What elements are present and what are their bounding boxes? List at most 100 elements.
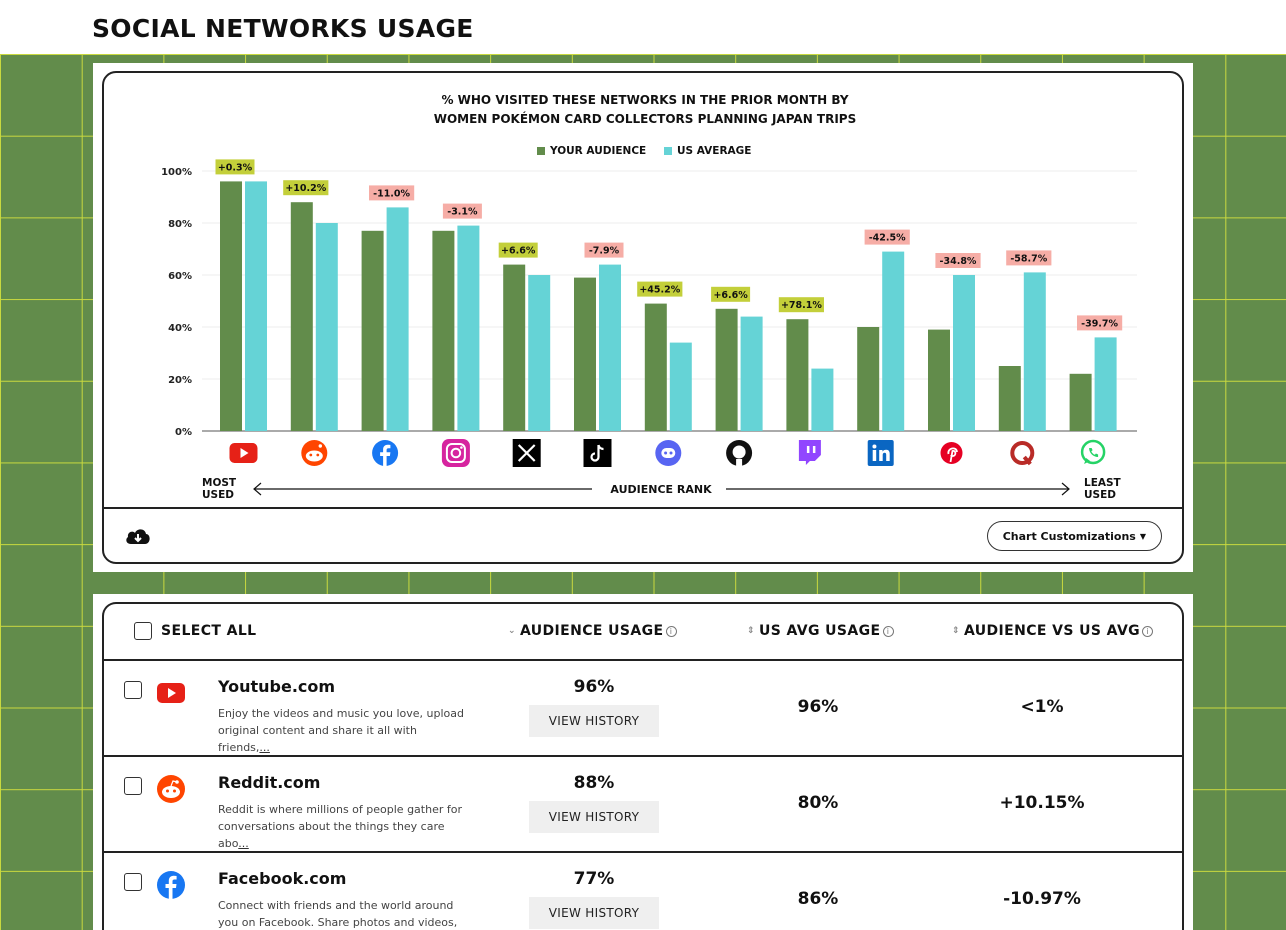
table-row: Reddit.com Reddit is where millions of p…	[104, 757, 1182, 853]
diff-badge	[1006, 250, 1052, 266]
sort-icon: ⇕	[952, 626, 960, 636]
view-history-button[interactable]: VIEW HISTORY	[529, 897, 659, 929]
us-avg-usage-value: 80%	[797, 793, 839, 813]
site-name[interactable]: Youtube.com	[218, 677, 336, 696]
bar-us-average	[245, 181, 267, 431]
tiktok-icon	[583, 439, 612, 467]
diff-badge	[283, 180, 329, 196]
sort-desc-icon: ⌄	[508, 626, 516, 636]
table-header: SELECT ALL ⌄ AUDIENCE USAGE i ⇕ US AVG U…	[104, 604, 1182, 661]
chart-customizations-label: Chart Customizations	[1002, 529, 1136, 543]
bar-us-average	[1094, 337, 1117, 431]
bar-audience	[361, 230, 384, 431]
legend-swatch-audience	[537, 147, 545, 155]
y-tick-label: 40%	[168, 323, 192, 334]
diff-badge	[778, 297, 824, 313]
instagram-icon	[441, 439, 470, 467]
read-more-link[interactable]: ...	[238, 837, 249, 850]
info-icon[interactable]: i	[665, 625, 677, 637]
y-tick-label: 60%	[168, 271, 192, 282]
chart-title-line2: WOMEN POKÉMON CARD COLLECTORS PLANNING J…	[434, 111, 857, 126]
bar-audience	[290, 202, 313, 431]
bar-us-average	[740, 316, 763, 431]
y-tick-label: 0%	[175, 427, 192, 438]
diff-badge	[369, 185, 415, 201]
description-text: Enjoy the videos and music you love, upl…	[218, 707, 464, 754]
bar-us-average	[953, 275, 975, 431]
diff-badge-label: +10.2%	[285, 183, 326, 194]
col-audience-vs-us-label: AUDIENCE VS US AVG	[963, 623, 1141, 639]
bar-audience	[857, 327, 880, 431]
discord-icon	[655, 440, 682, 466]
col-us-avg-usage[interactable]: ⇕ US AVG USAGE i	[747, 623, 894, 639]
cloud-download-icon[interactable]	[124, 525, 154, 549]
rank-most-label: MOST	[202, 477, 237, 489]
bar-chart: % WHO VISITED THESE NETWORKS IN THE PRIO…	[161, 93, 1137, 501]
row-checkbox[interactable]	[124, 681, 142, 699]
view-history-button[interactable]: VIEW HISTORY	[529, 801, 659, 833]
rank-used-label-left: USED	[202, 489, 234, 501]
col-audience-usage[interactable]: ⌄ AUDIENCE USAGE i	[508, 623, 677, 639]
reddit-icon	[157, 775, 185, 803]
chart-customizations-button[interactable]: Chart Customizations ▼	[986, 521, 1162, 551]
diff-badge	[637, 281, 683, 297]
bar-us-average	[811, 368, 834, 431]
row-checkbox[interactable]	[124, 777, 142, 795]
site-name[interactable]: Reddit.com	[218, 773, 321, 792]
read-more-link[interactable]: ...	[259, 741, 270, 754]
us-avg-usage-value: 96%	[797, 697, 839, 717]
page-title: SOCIAL NETWORKS USAGE	[92, 14, 474, 43]
bar-audience	[998, 366, 1021, 431]
site-name[interactable]: Facebook.com	[218, 869, 347, 888]
diff-badge	[935, 253, 981, 268]
select-all-checkbox[interactable]	[134, 622, 152, 640]
diff-badge-label: -39.7%	[1081, 318, 1118, 329]
row-checkbox[interactable]	[124, 873, 142, 891]
youtube-icon	[157, 683, 185, 703]
bar-audience	[432, 230, 455, 431]
description-text: Connect with friends and the world aroun…	[218, 899, 458, 929]
chart-panel: % WHO VISITED THESE NETWORKS IN THE PRIO…	[102, 71, 1184, 564]
bar-audience	[220, 181, 242, 431]
audience-vs-us-value: <1%	[1020, 697, 1064, 717]
diff-badge	[215, 159, 255, 175]
reddit-icon	[301, 440, 328, 466]
github-icon	[726, 440, 753, 466]
legend-label-audience: YOUR AUDIENCE	[549, 145, 646, 157]
rank-arrowhead-left	[253, 482, 262, 496]
select-all-control[interactable]: SELECT ALL	[134, 622, 257, 640]
diff-badge-label: +6.6%	[713, 290, 748, 301]
chart-title-line1: % WHO VISITED THESE NETWORKS IN THE PRIO…	[441, 93, 848, 107]
diff-badge	[864, 229, 910, 245]
x-icon	[512, 439, 541, 467]
col-audience-vs-us[interactable]: ⇕ AUDIENCE VS US AVG i	[952, 623, 1154, 639]
diff-badge-label: -58.7%	[1010, 253, 1047, 264]
bar-us-average	[669, 342, 692, 431]
y-tick-label: 20%	[168, 375, 192, 386]
rank-used-label-right: USED	[1084, 489, 1116, 501]
table-row: Youtube.com Enjoy the videos and music y…	[104, 661, 1182, 757]
y-tick-label: 80%	[168, 219, 192, 230]
audience-usage-value: 96%	[573, 677, 615, 697]
youtube-icon	[229, 443, 258, 463]
linkedin-icon	[867, 440, 894, 466]
view-history-button[interactable]: VIEW HISTORY	[529, 705, 659, 737]
audience-usage-value: 88%	[573, 773, 615, 793]
bar-audience	[644, 303, 667, 431]
diff-badge-label: -11.0%	[373, 188, 410, 199]
rank-axis-label: AUDIENCE RANK	[610, 483, 712, 496]
networks-table: SELECT ALL ⌄ AUDIENCE USAGE i ⇕ US AVG U…	[102, 602, 1184, 930]
rank-arrowhead-right	[1061, 482, 1070, 496]
sort-icon: ⇕	[747, 626, 755, 636]
diff-badge	[498, 242, 538, 258]
facebook-icon	[372, 440, 399, 466]
caret-down-icon: ▼	[1139, 531, 1146, 541]
diff-badge	[1077, 315, 1123, 331]
diff-badge-label: +78.1%	[781, 300, 822, 311]
rank-least-label: LEAST	[1084, 477, 1122, 489]
bar-us-average	[599, 264, 621, 431]
site-description: Connect with friends and the world aroun…	[218, 897, 468, 930]
us-avg-usage-value: 86%	[797, 889, 839, 909]
info-icon[interactable]: i	[1142, 625, 1154, 637]
info-icon[interactable]: i	[882, 625, 894, 637]
